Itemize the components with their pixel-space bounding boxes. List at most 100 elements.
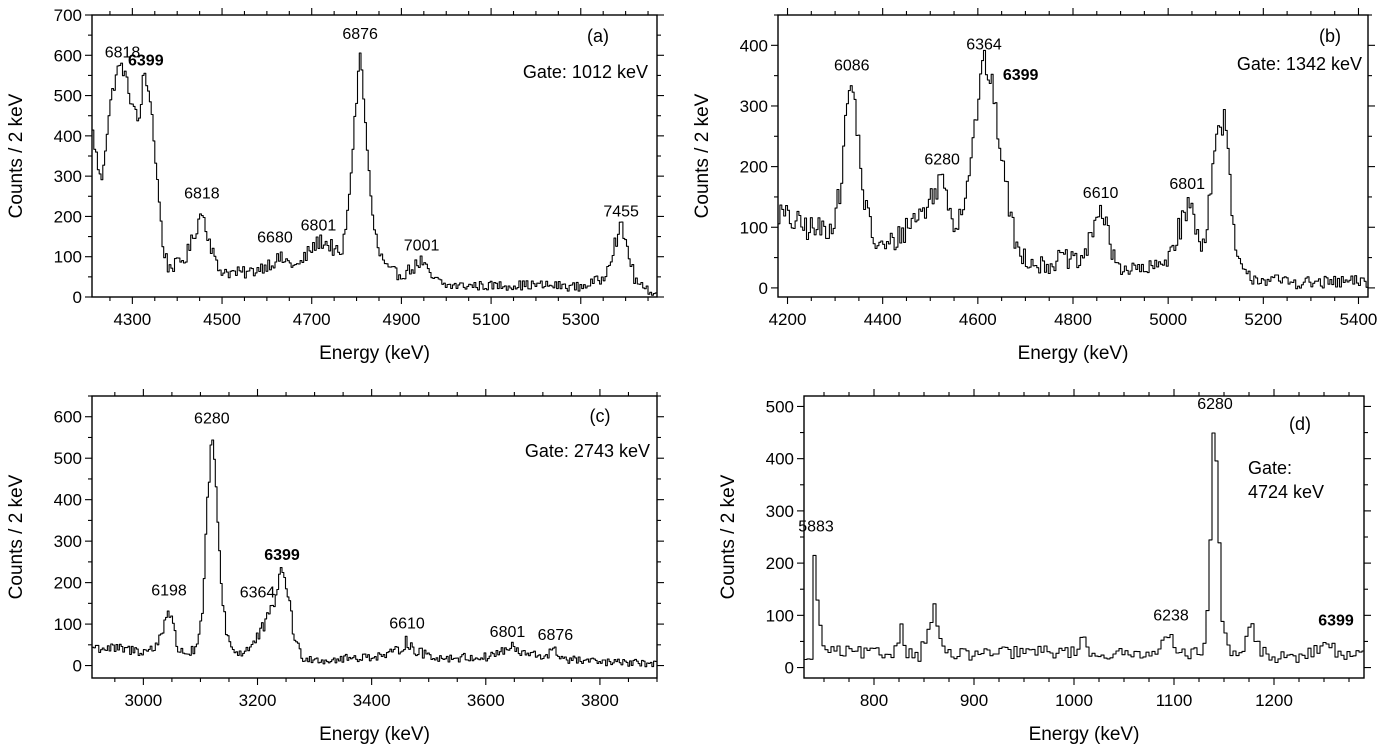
y-tick-label: 0 (73, 657, 82, 676)
x-tick-label: 4300 (113, 310, 151, 329)
x-tick-label: 3400 (353, 691, 391, 710)
peak-label: 6610 (1083, 185, 1119, 202)
x-axis-label: Energy (keV) (1018, 343, 1129, 364)
gate-label: Gate: 1012 keV (523, 62, 648, 82)
peak-label: 7001 (404, 238, 440, 255)
x-tick-label: 1000 (1055, 691, 1093, 710)
x-tick-label: 4200 (769, 310, 807, 329)
panel-b: 4200 4400 4600 4800 5000 5200 5400 0 100 200 300 40… (692, 8, 1377, 364)
x-tick-label: 5100 (472, 310, 510, 329)
y-tick-label: 200 (54, 207, 82, 226)
panel-label: (d) (1289, 414, 1311, 434)
y-tick-label: 100 (54, 615, 82, 634)
panel-label: (b) (1319, 26, 1341, 46)
x-tick-label: 5200 (1244, 310, 1282, 329)
peak-label: 6876 (342, 26, 378, 43)
spectrum-trace (804, 432, 1364, 664)
peak-label: 6399 (1318, 613, 1354, 630)
peak-label: 6198 (151, 582, 187, 599)
y-tick-label: 300 (740, 97, 768, 116)
gate-label: Gate: 2743 keV (525, 441, 650, 461)
plot-frame (91, 14, 658, 298)
panel-label: (c) (590, 406, 611, 426)
y-tick-label: 600 (54, 46, 82, 65)
peak-label: 6399 (128, 52, 164, 69)
spectrum-trace (92, 439, 657, 668)
y-tick-label: 300 (766, 502, 794, 521)
y-tick-label: 400 (54, 127, 82, 146)
y-tick-label: 0 (759, 279, 768, 298)
plot-frame (91, 395, 658, 679)
peak-label: 6801 (490, 624, 526, 641)
peak-label: 7455 (603, 203, 639, 220)
x-tick-label: 4500 (203, 310, 241, 329)
y-tick-label: 200 (54, 574, 82, 593)
y-tick-label: 700 (54, 6, 82, 25)
y-tick-label: 500 (766, 397, 794, 416)
peak-label: 6238 (1153, 607, 1189, 624)
peak-label: 6364 (240, 584, 276, 601)
x-tick-label: 1200 (1255, 691, 1293, 710)
x-tick-label: 5300 (562, 310, 600, 329)
x-tick-label: 4900 (382, 310, 420, 329)
x-tick-label: 5400 (1340, 310, 1378, 329)
peak-label: 6399 (1003, 67, 1039, 84)
peak-label: 6801 (301, 218, 337, 235)
x-tick-label: 900 (960, 691, 988, 710)
y-tick-label: 400 (54, 491, 82, 510)
y-tick-label: 500 (54, 449, 82, 468)
x-tick-label: 3200 (239, 691, 277, 710)
y-tick-label: 600 (54, 408, 82, 427)
gate-label: 4724 keV (1248, 482, 1324, 502)
peak-label: 6818 (184, 185, 220, 202)
x-tick-label: 3600 (467, 691, 505, 710)
peak-label: 6818 (105, 44, 141, 61)
y-axis-label: Counts / 2 keV (692, 93, 713, 218)
peak-label: 6399 (264, 547, 300, 564)
panel-c: 3000 3200 3400 3600 3800 0 100 200 300 400 500 600 E… (6, 389, 664, 745)
x-tick-label: 4800 (1054, 310, 1092, 329)
panel-d: 800 900 1000 1100 1200 0 100 200 300 400 500 Energy… (718, 389, 1371, 745)
y-tick-label: 200 (766, 554, 794, 573)
peak-label: 6801 (1169, 176, 1205, 193)
y-tick-label: 200 (740, 158, 768, 177)
y-axis-label: Counts / 2 keV (6, 474, 27, 599)
y-axis-label: Counts / 2 keV (6, 93, 27, 218)
peak-label: 6364 (966, 36, 1002, 53)
y-tick-label: 100 (54, 248, 82, 267)
x-tick-label: 3000 (124, 691, 162, 710)
x-tick-label: 4600 (959, 310, 997, 329)
peak-label: 6876 (538, 627, 574, 644)
x-tick-label: 1100 (1156, 691, 1193, 710)
y-tick-label: 0 (785, 659, 794, 678)
spectrum-trace (92, 52, 657, 296)
spectrum-trace (778, 49, 1368, 290)
x-axis-label: Energy (keV) (319, 724, 430, 745)
y-tick-label: 400 (740, 36, 768, 55)
y-tick-label: 400 (766, 450, 794, 469)
peak-label: 6680 (257, 230, 293, 247)
peak-label: 5883 (798, 519, 834, 536)
y-tick-label: 300 (54, 532, 82, 551)
x-axis-label: Energy (keV) (1029, 724, 1140, 745)
peak-label: 6610 (389, 616, 425, 633)
y-tick-label: 100 (766, 606, 794, 625)
x-tick-label: 800 (860, 691, 888, 710)
x-tick-label: 4700 (293, 310, 331, 329)
panel-a: 4300 4500 4700 4900 5100 5300 0 100 200 300 400 500… (6, 6, 664, 364)
gate-label: Gate: (1248, 458, 1292, 478)
x-tick-label: 4400 (864, 310, 902, 329)
x-tick-label: 3800 (581, 691, 619, 710)
peak-label: 6280 (924, 152, 960, 169)
peak-label: 6280 (1197, 396, 1233, 413)
peak-label: 6280 (194, 410, 230, 427)
peak-label: 6086 (834, 58, 870, 75)
y-tick-label: 500 (54, 87, 82, 106)
y-axis-label: Counts / 2 keV (718, 474, 739, 599)
gate-label: Gate: 1342 keV (1237, 54, 1362, 74)
y-tick-label: 0 (73, 288, 82, 307)
panel-label: (a) (587, 26, 609, 46)
x-axis-label: Energy (keV) (319, 343, 430, 364)
plot-frame (803, 395, 1365, 679)
